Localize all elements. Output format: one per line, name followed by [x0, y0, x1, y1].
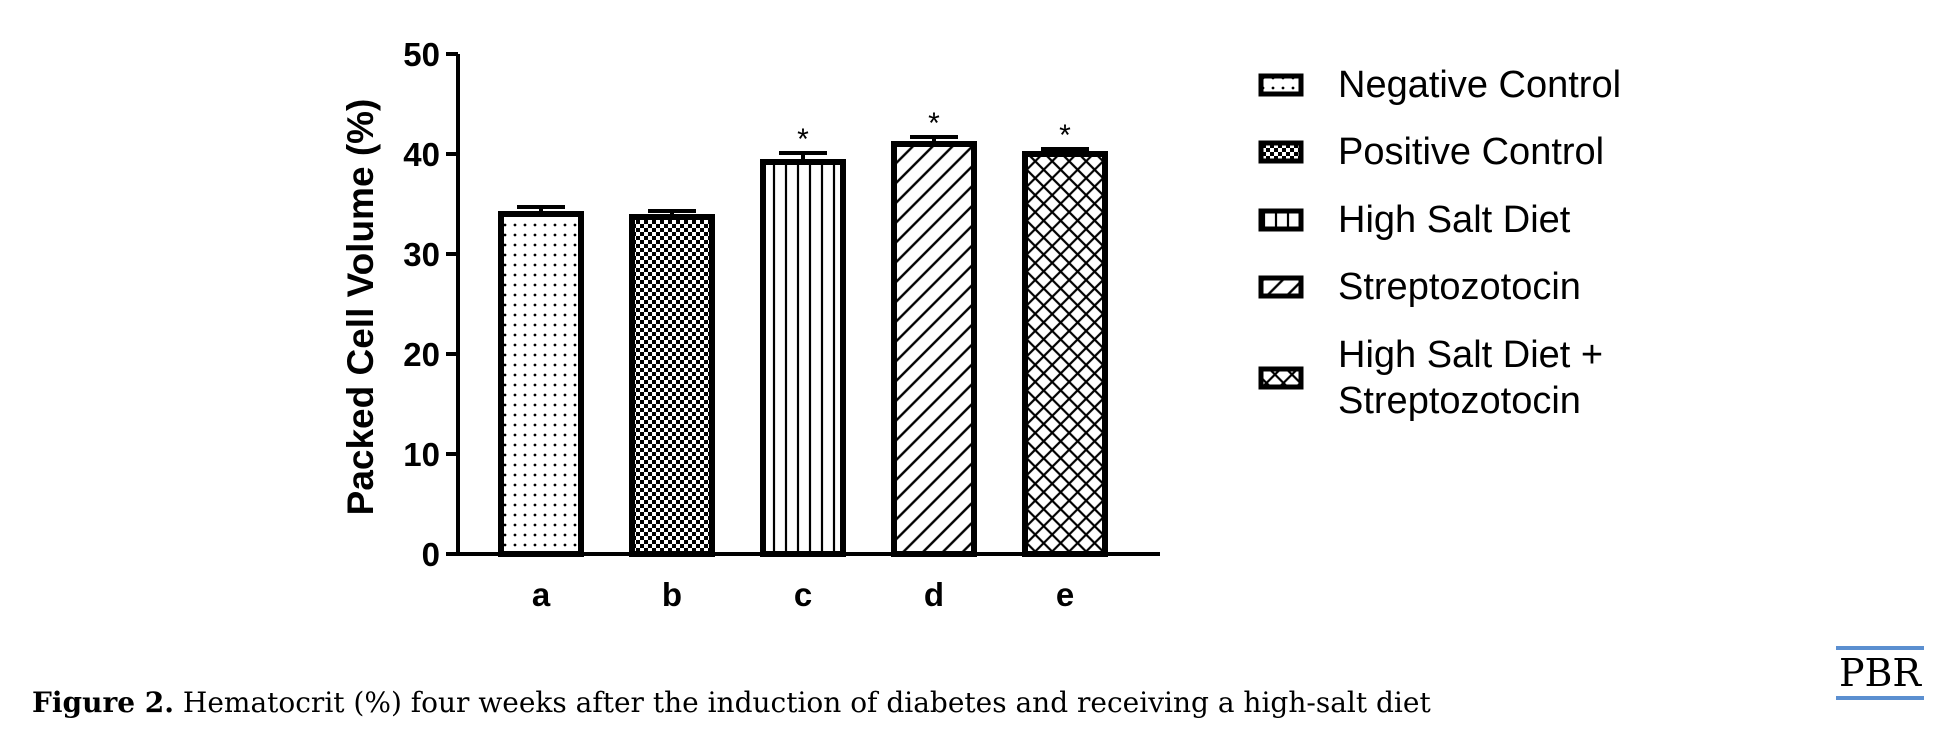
y-tick-label: 0 [422, 536, 440, 573]
legend-label: Positive Control [1338, 131, 1605, 173]
significance-marker-e: * [1059, 119, 1071, 152]
significance-marker-c: * [797, 123, 809, 156]
logo-text: PBR [1838, 651, 1922, 695]
x-tick-label-a: a [532, 576, 551, 613]
journal-logo: PBR [1836, 646, 1924, 700]
y-tick-label: 10 [403, 436, 440, 473]
logo-top-bar [1836, 646, 1924, 650]
legend-item: High Salt Diet + Streptozotocin [1258, 332, 1603, 424]
y-tick-label: 20 [403, 336, 440, 373]
legend-label: Streptozotocin [1338, 266, 1581, 308]
x-tick-label-d: d [924, 576, 944, 613]
figure-caption: Figure 2. Hematocrit (%) four weeks afte… [32, 686, 1431, 719]
legend-item: Positive Control [1258, 129, 1604, 175]
legend-label: High Salt Diet [1338, 199, 1571, 241]
y-tick-label: 30 [403, 236, 440, 273]
significance-marker-d: * [928, 107, 940, 140]
y-tick-label: 50 [403, 36, 440, 73]
bar-d [891, 141, 977, 557]
x-tick-label-c: c [794, 576, 812, 613]
legend-label: High Salt Diet + Streptozotocin [1338, 334, 1604, 422]
caption-text: Hematocrit (%) four weeks after the indu… [182, 686, 1431, 719]
bar-c [760, 159, 846, 557]
logo-bottom-bar [1836, 696, 1924, 700]
y-axis-label: Packed Cell Volume (%) [340, 99, 381, 516]
legend-label: Negative Control [1338, 64, 1622, 106]
legend-swatch [1258, 140, 1304, 164]
x-tick-label-e: e [1056, 576, 1074, 613]
legend-item: Streptozotocin [1258, 264, 1581, 310]
bar-e [1022, 151, 1108, 557]
caption-label: Figure 2. [32, 686, 174, 719]
y-tick-label: 40 [403, 136, 440, 173]
legend-swatch [1258, 73, 1304, 97]
legend-swatch [1258, 366, 1304, 390]
legend-swatch [1258, 275, 1304, 299]
legend-swatch [1258, 208, 1304, 232]
x-tick-label-b: b [662, 576, 682, 613]
legend-item: Negative Control [1258, 62, 1621, 108]
bar-a [498, 211, 584, 557]
bar-b [629, 214, 715, 557]
legend-item: High Salt Diet [1258, 197, 1570, 243]
